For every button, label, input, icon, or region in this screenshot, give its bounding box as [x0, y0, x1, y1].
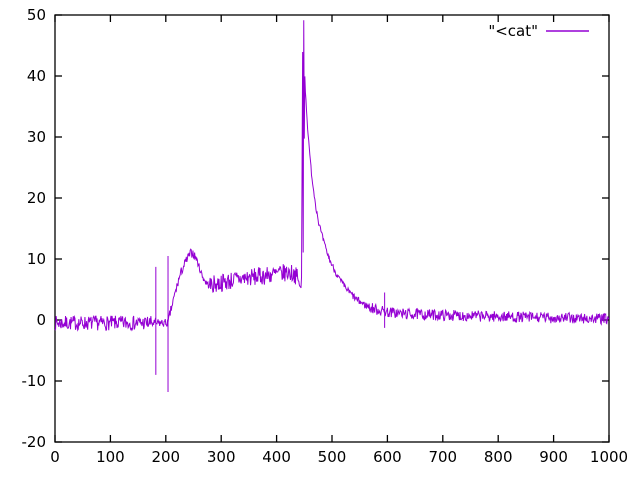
y-tick-label: 50 [27, 6, 46, 24]
x-tick-label: 500 [318, 448, 347, 466]
y-tick-label: 20 [27, 189, 46, 207]
x-tick-label: 700 [428, 448, 457, 466]
y-tick-label: -10 [22, 372, 47, 390]
x-tick-label: 200 [151, 448, 180, 466]
y-tick-label: -20 [22, 433, 47, 451]
x-tick-label: 0 [50, 448, 60, 466]
plot-border [54, 14, 610, 443]
x-tick-label: 900 [539, 448, 568, 466]
x-tick-label: 1000 [590, 448, 628, 466]
axis-ticks [54, 14, 610, 443]
y-tick-label: 0 [36, 311, 46, 329]
legend-label: "<cat" [488, 22, 538, 40]
axis-tick-labels: 0 100 200 300 400 500 600 700 800 900 1000 -20 -10 0 1… [22, 6, 629, 466]
y-tick-label: 30 [27, 128, 46, 146]
x-tick-label: 300 [207, 448, 236, 466]
y-tick-label: 10 [27, 250, 46, 268]
legend: "<cat" [488, 22, 589, 40]
series-line [54, 20, 610, 392]
x-tick-label: 100 [96, 448, 125, 466]
x-tick-label: 600 [373, 448, 402, 466]
x-tick-label: 400 [262, 448, 291, 466]
x-tick-label: 800 [484, 448, 513, 466]
y-tick-label: 40 [27, 67, 46, 85]
